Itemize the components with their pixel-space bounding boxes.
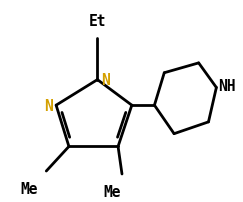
Text: Me: Me [104,184,121,199]
Text: N: N [44,98,53,113]
Text: NH: NH [218,79,236,94]
Text: Me: Me [21,181,38,196]
Text: Et: Et [89,14,106,29]
Text: N: N [101,73,110,88]
